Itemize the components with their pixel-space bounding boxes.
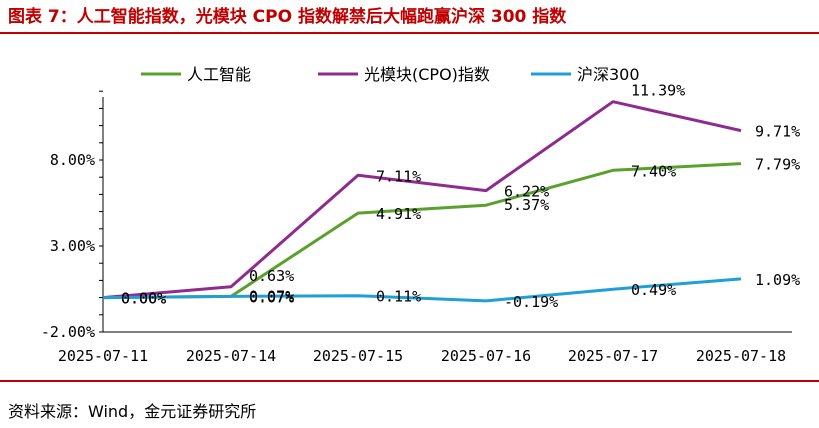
- y-tick-label: 3.00%: [50, 237, 95, 255]
- x-tick-label: 2025-07-16: [441, 347, 531, 365]
- legend-label: 沪深300: [577, 65, 640, 84]
- series-line-沪深300: [102, 277, 742, 303]
- data-label: 6.22%: [504, 183, 549, 201]
- data-label: 7.11%: [376, 167, 421, 185]
- legend-label: 人工智能: [187, 65, 251, 84]
- data-label: 0.63%: [249, 267, 294, 285]
- data-label: 1.09%: [755, 271, 800, 289]
- data-label: 5.37%: [504, 196, 549, 214]
- x-tick-label: 2025-07-14: [186, 347, 276, 365]
- data-label: 0.49%: [631, 281, 676, 299]
- data-label: 4.91%: [376, 205, 421, 223]
- data-label: 11.39%: [631, 82, 685, 100]
- data-label: 0.07%: [249, 287, 294, 305]
- y-tick-label: -2.00%: [41, 323, 95, 341]
- x-tick-label: 2025-07-17: [568, 347, 658, 365]
- legend-label: 光模块(CPO)指数: [364, 65, 490, 84]
- source-note: 资料来源：Wind，金元证券研究所: [8, 402, 257, 421]
- data-label: 7.79%: [755, 156, 800, 174]
- data-label: 9.71%: [755, 123, 800, 141]
- data-label: 0.07%: [249, 288, 294, 306]
- source-rule: [0, 380, 819, 382]
- x-tick-label: 2025-07-11: [58, 347, 148, 365]
- data-label: 0.00%: [121, 290, 166, 308]
- chart-title: 图表 7：人工智能指数，光模块 CPO 指数解禁后大幅跑赢沪深 300 指数: [8, 7, 567, 27]
- x-tick-label: 2025-07-15: [313, 347, 403, 365]
- title-rule: [0, 32, 819, 34]
- y-tick-label: 8.00%: [50, 151, 95, 169]
- data-label: -0.19%: [504, 293, 558, 311]
- data-label: 0.00%: [121, 290, 166, 308]
- series-line-光模块(CPO)指数: [102, 100, 742, 300]
- data-label: 0.00%: [121, 290, 166, 308]
- x-tick-label: 2025-07-18: [696, 347, 786, 365]
- data-label: 7.40%: [631, 162, 676, 180]
- data-label: 0.11%: [376, 288, 421, 306]
